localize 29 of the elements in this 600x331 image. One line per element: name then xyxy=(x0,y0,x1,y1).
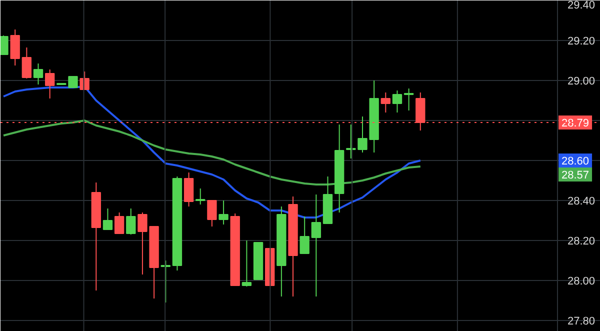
candlestick xyxy=(102,208,113,230)
candlestick xyxy=(126,208,136,235)
candlestick xyxy=(311,194,322,297)
y-tick-label: 29.20 xyxy=(568,36,596,48)
line-series xyxy=(2,120,422,186)
candlestick xyxy=(196,188,206,205)
candlestick xyxy=(160,260,170,303)
candlestick xyxy=(300,216,310,254)
candlestick xyxy=(22,47,32,79)
candlestick xyxy=(242,240,252,287)
candlestick xyxy=(10,29,20,66)
text: 28.57 xyxy=(562,170,590,182)
y-tick-label: 27.80 xyxy=(568,316,596,328)
y-tick-label: 28.40 xyxy=(568,196,596,208)
y-tick-label: 28.00 xyxy=(568,276,596,288)
candlestick xyxy=(33,63,44,85)
candlestick xyxy=(218,200,228,225)
candlestick xyxy=(380,92,390,113)
candlestick xyxy=(44,69,55,99)
candlestick xyxy=(207,200,217,227)
y-tick-label: 29.00 xyxy=(568,76,596,88)
text: 28.60 xyxy=(562,156,590,168)
candlestick xyxy=(392,90,402,113)
y-tick-label: 28.20 xyxy=(568,236,596,248)
candlestick xyxy=(114,212,124,234)
candlestick xyxy=(404,88,414,111)
candlestick xyxy=(80,71,90,90)
candlestick xyxy=(184,172,194,207)
y-tick-label: 29.40 xyxy=(568,0,596,12)
